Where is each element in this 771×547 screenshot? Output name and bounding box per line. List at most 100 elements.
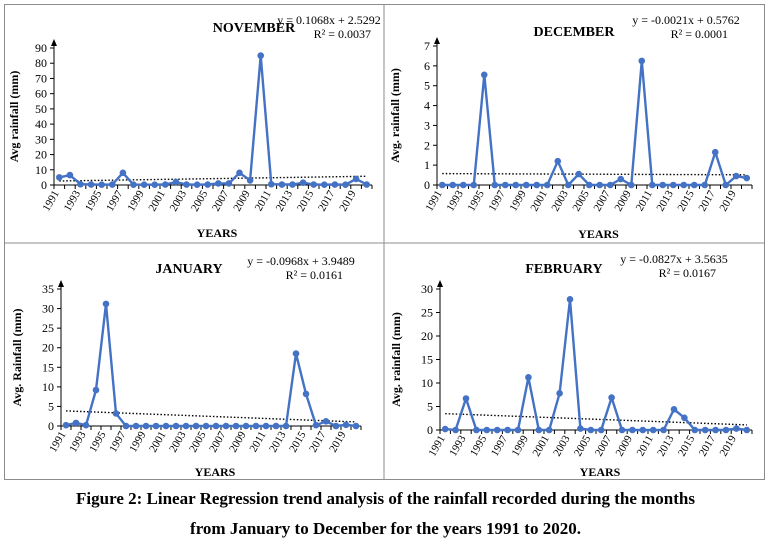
regression-equation: y = 0.1068x + 2.5292 (277, 13, 381, 27)
data-point (462, 395, 470, 402)
data-point (597, 426, 605, 434)
y-axis-arrow (51, 39, 57, 46)
data-point (680, 181, 688, 189)
data-point (670, 406, 678, 413)
y-tick-label: 1 (424, 158, 430, 172)
data-point (130, 181, 137, 188)
figure-panel: NOVEMBER y = 0.1068x + 2.5292 R² = 0.0037 0… (4, 4, 765, 480)
y-tick-label: 0 (41, 178, 47, 192)
y-tick-label: 0 (424, 178, 430, 192)
data-point (554, 157, 562, 165)
data-point (691, 426, 699, 434)
y-tick-label: 10 (421, 376, 433, 390)
regression-equation: y = -0.0968x + 3.9489 (247, 254, 355, 268)
data-point (617, 175, 625, 183)
data-point (452, 426, 459, 434)
trendline (445, 412, 747, 426)
y-tick-label: 0 (427, 423, 433, 437)
data-point (342, 421, 350, 429)
data-point (480, 71, 488, 79)
data-point (278, 181, 286, 188)
x-axis-label: YEARS (195, 465, 236, 479)
regression-equation: y = -0.0827x + 3.5635 (620, 252, 728, 266)
y-axis-label: Avg. Rainfall (mm) (10, 308, 24, 406)
y-tick-label: 5 (424, 79, 430, 93)
data-point (331, 181, 339, 188)
data-point (215, 180, 222, 187)
data-point (701, 181, 709, 189)
y-axis-label: Avg. rainfall (mm) (388, 68, 402, 163)
data-point (162, 181, 169, 188)
y-tick-label: 5 (427, 400, 433, 414)
data-point (543, 181, 551, 189)
data-point (321, 181, 328, 188)
r-squared: R² = 0.0001 (671, 27, 728, 41)
y-tick-label: 4 (424, 99, 430, 113)
chart-title: FEBRUARY (525, 262, 602, 277)
data-point (140, 181, 148, 188)
data-point (162, 422, 170, 430)
data-point (701, 426, 709, 434)
data-point (722, 426, 730, 434)
y-tick-label: 25 (421, 306, 433, 320)
data-point (564, 181, 572, 189)
y-tick-label: 80 (35, 56, 47, 70)
data-point (62, 421, 70, 429)
data-point (483, 426, 491, 434)
caption-line-1: Figure 2: Linear Regression trend analys… (76, 489, 695, 508)
data-point (98, 181, 105, 188)
y-tick-label: 30 (35, 132, 47, 146)
y-tick-label: 10 (35, 163, 47, 177)
data-point (659, 181, 667, 189)
data-point (535, 426, 543, 434)
data-point (441, 425, 449, 433)
data-point (438, 181, 446, 189)
trendline (65, 410, 357, 423)
data-point (504, 426, 511, 434)
data-point (193, 181, 201, 188)
y-tick-label: 15 (42, 360, 54, 374)
data-point (470, 181, 478, 189)
y-tick-label: 30 (421, 282, 433, 296)
data-point (629, 426, 636, 434)
data-point (585, 181, 593, 189)
data-point (608, 394, 615, 401)
y-tick-label: 7 (424, 39, 430, 53)
y-tick-label: 30 (42, 302, 54, 316)
data-point (639, 426, 647, 434)
data-point (289, 181, 296, 188)
y-tick-label: 20 (42, 341, 54, 355)
data-point (56, 174, 63, 181)
data-point (352, 175, 360, 183)
x-axis-label: YEARS (197, 226, 238, 240)
data-point (282, 422, 290, 430)
y-tick-label: 40 (35, 117, 47, 131)
data-point (182, 422, 190, 430)
data-point (246, 177, 254, 184)
data-point (132, 422, 140, 430)
data-point (152, 422, 160, 430)
data-point (669, 181, 677, 189)
data-point (690, 181, 698, 189)
y-tick-label: 50 (35, 102, 47, 116)
data-point (545, 426, 553, 434)
data-point (262, 422, 270, 430)
data-point (681, 414, 688, 422)
x-axis-label: YEARS (580, 465, 621, 479)
data-point (151, 181, 158, 188)
data-point (493, 426, 501, 434)
data-point (660, 426, 667, 434)
data-point (232, 422, 240, 430)
data-point (722, 181, 730, 189)
data-point (525, 374, 532, 381)
data-point (119, 169, 127, 177)
data-point (512, 181, 520, 189)
r-squared: R² = 0.0161 (286, 268, 343, 282)
y-axis-label: Avg. rainfall (mm) (389, 312, 403, 407)
data-point (204, 181, 211, 188)
data-point (575, 170, 583, 178)
y-axis-arrow (434, 37, 440, 44)
data-point (638, 57, 646, 65)
data-point (711, 148, 719, 156)
